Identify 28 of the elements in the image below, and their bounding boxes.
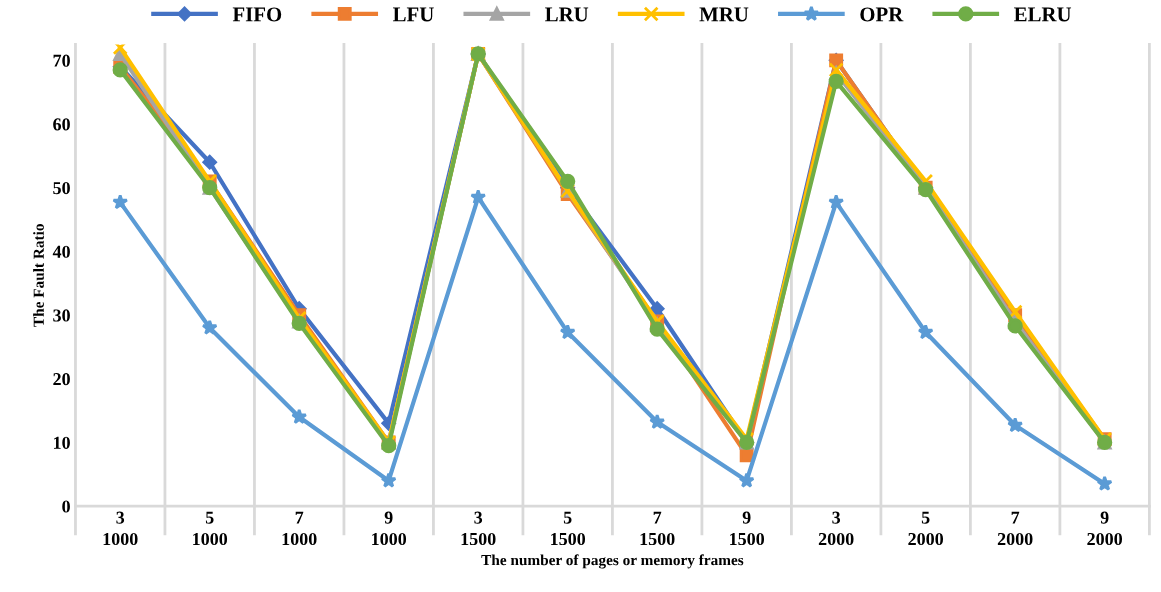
x-tick-label: 9 1000 xyxy=(372,511,407,546)
x-tick-label: 7 1500 xyxy=(640,511,675,546)
x-tick-label: 9 2000 xyxy=(1087,511,1123,546)
y-tick-label: 60 xyxy=(53,118,70,131)
x-tick-label: 7 1000 xyxy=(282,511,317,546)
x-tick-label: 3 1000 xyxy=(103,511,138,546)
y-tick-label: 20 xyxy=(53,373,70,386)
y-axis-title: The Fault Ratio xyxy=(33,224,44,327)
y-tick-label: 0 xyxy=(62,500,70,513)
legend-label: FIFO xyxy=(232,7,282,22)
legend-label: OPR xyxy=(860,7,904,22)
x-tick-label: 5 1500 xyxy=(551,511,586,546)
legend-label: LFU xyxy=(392,7,434,22)
x-tick-label: 9 1500 xyxy=(730,511,765,546)
legend-label: LRU xyxy=(545,7,589,22)
y-tick-label: 70 xyxy=(53,54,70,67)
x-axis-title: The number of pages or memory frames xyxy=(481,554,744,569)
y-tick-label: 10 xyxy=(54,436,70,449)
x-tick-label: 3 2000 xyxy=(818,511,854,546)
y-tick-label: 40 xyxy=(52,245,70,258)
x-tick-label: 5 2000 xyxy=(908,511,944,546)
legend-label: MRU xyxy=(699,7,749,22)
legend-label: ELRU xyxy=(1014,7,1072,22)
x-tick-label: 5 1000 xyxy=(193,511,228,546)
x-tick-label: 7 2000 xyxy=(997,511,1033,546)
y-tick-label: 50 xyxy=(53,181,70,195)
y-tick-label: 30 xyxy=(53,309,70,322)
x-tick-label: 3 1500 xyxy=(461,511,496,546)
